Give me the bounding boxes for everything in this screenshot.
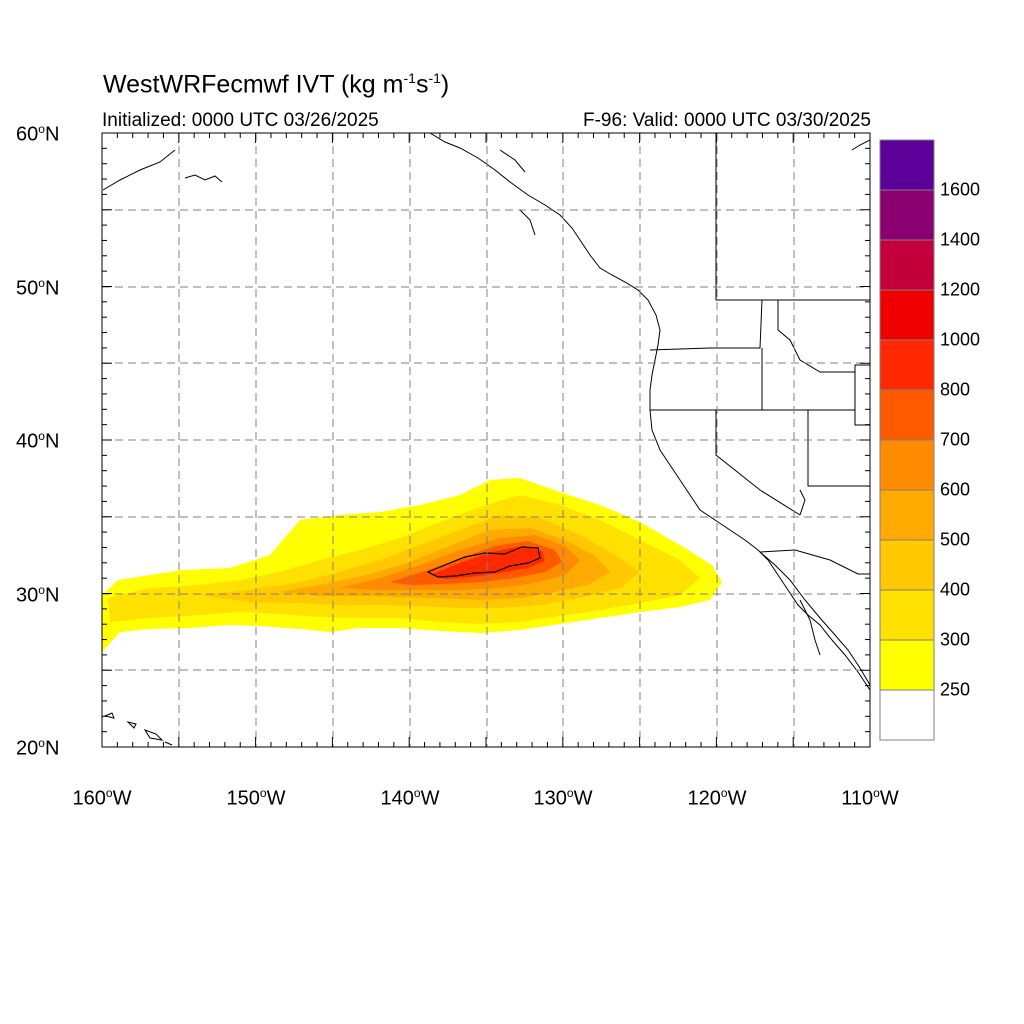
colorbar-label-250: 250: [940, 679, 971, 700]
colorbar-label-400: 400: [940, 579, 971, 600]
colorbar-box-2: [879, 589, 935, 641]
title-units-close: ): [440, 70, 450, 99]
lon-label-150: 150oW: [226, 786, 286, 810]
title-main: WestWRFecmwf IVT: [103, 70, 335, 99]
colorbar-box-6: [879, 389, 935, 441]
colorbar-label-700: 700: [940, 429, 971, 450]
colorbar-label-1000: 1000: [940, 329, 981, 350]
colorbar-label-1600: 1600: [940, 179, 981, 200]
title-sup-1: -1: [403, 70, 416, 86]
colorbar-box-11: [879, 139, 935, 191]
lon-label-120: 120oW: [687, 786, 747, 810]
colorbar-label-600: 600: [940, 479, 971, 500]
colorbar-box-0: [879, 689, 935, 741]
lat-label-20: 20oN: [16, 736, 60, 760]
colorbar-box-8: [879, 289, 935, 341]
lat-label-40: 40oN: [16, 429, 60, 453]
colorbar-label-300: 300: [940, 629, 971, 650]
lat-label-50: 50oN: [16, 276, 60, 300]
ivt-1000-contour: [426, 546, 541, 578]
colorbar-label-1200: 1200: [940, 279, 981, 300]
colorbar-label-800: 800: [940, 379, 971, 400]
lon-label-130: 130oW: [533, 786, 593, 810]
axis-ticks: [101, 132, 871, 748]
chart-title: WestWRFecmwf IVT (kg m-1s-1): [103, 70, 449, 99]
colorbar-box-9: [879, 239, 935, 291]
colorbar-box-3: [879, 539, 935, 591]
colorbar-box-10: [879, 189, 935, 241]
valid-time-label: F-96: Valid: 0000 UTC 03/30/2025: [583, 110, 871, 131]
lon-label-140: 140oW: [380, 786, 440, 810]
colorbar-box-4: [879, 489, 935, 541]
title-units-mid: s: [415, 70, 429, 99]
lon-label-110: 110oW: [841, 786, 899, 810]
grid-lines: [102, 133, 870, 747]
ivt-shading: [102, 478, 722, 652]
lon-label-160: 160oW: [72, 786, 132, 810]
lat-label-60: 60oN: [16, 122, 60, 146]
init-time-label: Initialized: 0000 UTC 03/26/2025: [102, 110, 379, 131]
colorbar-label-500: 500: [940, 529, 971, 550]
colorbar-box-5: [879, 439, 935, 491]
colorbar-box-7: [879, 339, 935, 391]
colorbar: [879, 139, 935, 741]
title-sup-2: -1: [428, 70, 441, 86]
coastlines: [102, 133, 870, 746]
lat-label-30: 30oN: [16, 583, 60, 607]
colorbar-box-1: [879, 639, 935, 691]
colorbar-label-1400: 1400: [940, 229, 981, 250]
title-units-open: (kg m: [334, 70, 404, 99]
